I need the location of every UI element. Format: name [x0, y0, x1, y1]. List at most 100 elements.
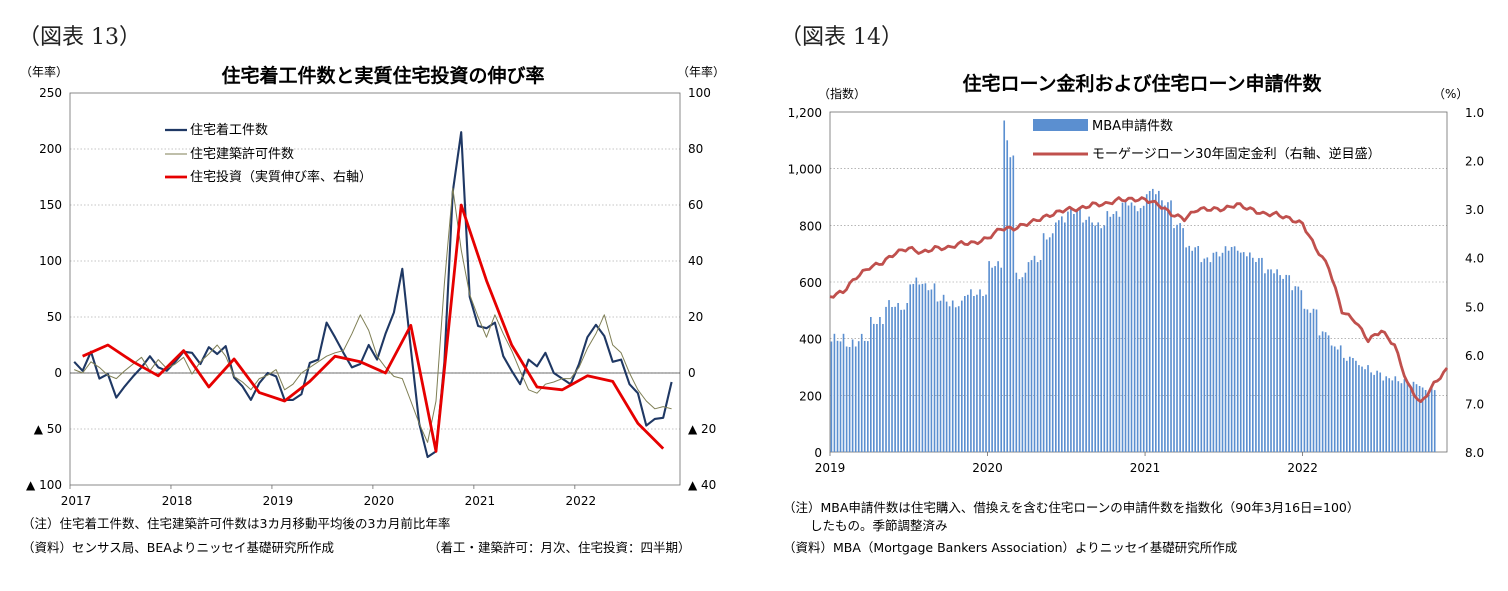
- right-tick-label: 80: [688, 142, 703, 156]
- legend-swatch-mba: [1033, 119, 1088, 131]
- chart-1: （図表 13） 住宅着工件数と実質住宅投資の伸び率 （年率） （年率） 2502…: [18, 25, 725, 555]
- bar: [1085, 219, 1087, 452]
- bar: [1039, 260, 1042, 452]
- chart2-left-axis-ticks: 1,200 1,000 800 600 400 200 0: [788, 106, 822, 460]
- bar: [1091, 222, 1093, 452]
- bar: [988, 261, 990, 452]
- bar: [1155, 194, 1157, 452]
- bar: [948, 306, 951, 452]
- left-tick-label: 0: [814, 446, 822, 460]
- bar: [1024, 272, 1027, 452]
- x-tick-label: 2020: [364, 494, 395, 508]
- bar: [1045, 239, 1048, 452]
- bar: [1094, 225, 1097, 452]
- chart2-note: （注）MBA申請件数は住宅購入、借換えを含む住宅ローンの申請件数を指数化（90年…: [783, 500, 1359, 515]
- bar: [1261, 257, 1263, 452]
- bar: [1318, 335, 1321, 452]
- legend-label-starts: 住宅着工件数: [190, 122, 268, 138]
- bar: [1239, 252, 1242, 452]
- bar: [1358, 365, 1360, 452]
- x-tick-label: 2021: [465, 494, 496, 508]
- bar: [1058, 220, 1060, 452]
- bar: [1230, 247, 1233, 452]
- bar: [830, 341, 833, 452]
- bar: [1273, 273, 1275, 452]
- bar: [936, 301, 939, 452]
- bar: [873, 323, 875, 452]
- bar: [933, 283, 936, 452]
- bar: [903, 309, 906, 452]
- left-tick-label: ▲ 50: [34, 422, 62, 436]
- chart1-legend: 住宅着工件数 住宅建築許可件数 住宅投資（実質伸び率、右軸）: [165, 122, 372, 185]
- bar: [1258, 258, 1260, 452]
- chart1-figure-label: （図表 13）: [18, 25, 141, 50]
- bar: [1109, 216, 1112, 452]
- chart2-right-unit: （%）: [1433, 87, 1468, 101]
- right-tick-label: 40: [688, 254, 703, 268]
- bar: [1412, 381, 1415, 452]
- bar: [967, 294, 969, 452]
- bar: [1300, 290, 1303, 452]
- bar: [1082, 222, 1084, 452]
- x-tick-label: 2020: [972, 461, 1003, 475]
- bar: [1012, 155, 1015, 452]
- bar: [882, 324, 884, 452]
- right-tick-label: 2.0: [1465, 155, 1484, 169]
- chart1-frequency-note: （着工・建築許可：月次、住宅投資：四半期）: [428, 540, 691, 555]
- chart2-x-axis-ticks: 2019 2020 2021 2022: [815, 452, 1318, 475]
- x-tick-label: 2022: [1287, 461, 1318, 475]
- bar: [906, 303, 909, 452]
- x-tick-label: 2019: [263, 494, 294, 508]
- chart2-gridlines: [829, 111, 1448, 453]
- bar: [860, 333, 863, 452]
- bar: [857, 341, 860, 452]
- bar: [1327, 335, 1330, 452]
- left-tick-label: 600: [799, 276, 822, 290]
- bar: [1139, 208, 1142, 452]
- bar: [1279, 275, 1281, 452]
- bar: [1267, 269, 1269, 452]
- bar: [1118, 216, 1121, 452]
- chart1-left-axis-ticks: 250 200 150 100 50 0 ▲ 50 ▲ 100: [26, 86, 62, 492]
- bar: [1200, 262, 1203, 452]
- x-tick-label: 2018: [162, 494, 193, 508]
- bar: [1067, 211, 1069, 452]
- bar: [1076, 211, 1078, 452]
- bar: [1148, 191, 1151, 452]
- bar: [1179, 223, 1181, 452]
- left-tick-label: 200: [799, 389, 822, 403]
- bar: [1048, 237, 1051, 452]
- chart1-gridlines: [69, 92, 681, 486]
- bar: [1182, 228, 1184, 452]
- bar: [1030, 260, 1033, 452]
- bar: [1433, 390, 1436, 452]
- bar: [1370, 372, 1372, 452]
- bar: [909, 284, 912, 452]
- bar: [1391, 380, 1394, 452]
- left-tick-label: 0: [54, 366, 62, 380]
- right-tick-label: 20: [688, 310, 703, 324]
- bar: [1315, 309, 1318, 452]
- bar: [842, 333, 845, 452]
- left-tick-label: 100: [39, 254, 62, 268]
- bar: [1127, 205, 1130, 452]
- legend-label-mba: MBA申請件数: [1092, 119, 1173, 134]
- bar: [976, 294, 978, 452]
- bar: [1185, 247, 1187, 452]
- bar: [1061, 216, 1063, 452]
- bar: [1333, 346, 1336, 452]
- bar: [942, 294, 945, 452]
- left-tick-label: ▲ 100: [26, 478, 62, 492]
- bar: [915, 277, 918, 452]
- series-line-0: [73, 131, 673, 459]
- bar: [1255, 262, 1257, 452]
- bar: [1403, 379, 1406, 452]
- bar: [1197, 246, 1200, 452]
- bar: [1136, 211, 1139, 452]
- bar: [1285, 274, 1288, 452]
- bar: [1167, 202, 1169, 452]
- right-tick-label: 5.0: [1465, 300, 1484, 314]
- chart2-source: （資料）MBA（Mortgage Bankers Association）よりニ…: [783, 540, 1237, 555]
- chart2-left-unit: （指数）: [818, 86, 866, 101]
- bar: [1355, 360, 1357, 452]
